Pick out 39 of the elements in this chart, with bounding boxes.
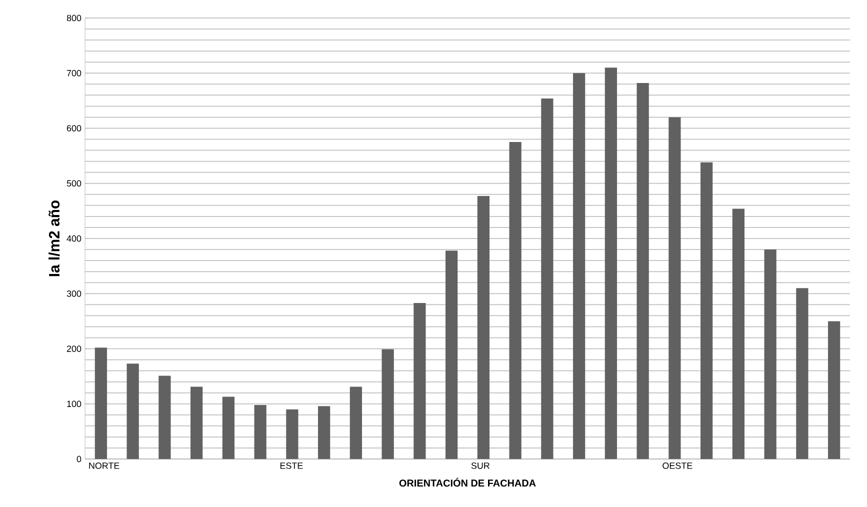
- x-tick-label: OESTE: [662, 462, 692, 469]
- bar: [732, 208, 744, 459]
- bar: [509, 142, 522, 459]
- y-tick-label: 700: [66, 70, 82, 76]
- bar: [158, 376, 171, 459]
- y-tick-label: 300: [66, 290, 82, 297]
- x-tick-label: SUR: [471, 462, 490, 469]
- bar: [350, 386, 362, 459]
- bar: [541, 98, 554, 459]
- bar: [94, 348, 107, 459]
- y-tick-label: 200: [66, 346, 82, 352]
- bar: [254, 404, 266, 459]
- bar: [126, 364, 139, 459]
- x-tick-label: ESTE: [280, 462, 303, 469]
- x-tick-label: NORTE: [89, 462, 120, 469]
- y-tick-label: 100: [67, 400, 82, 408]
- y-axis-title: Ia l/m2 año: [48, 200, 60, 276]
- y-tick-label: 600: [66, 125, 82, 132]
- bar: [668, 117, 681, 459]
- bar: [764, 250, 776, 459]
- bar: [477, 196, 490, 459]
- bar: [190, 386, 203, 459]
- y-tick-label: 800: [66, 14, 82, 22]
- bar: [222, 396, 234, 459]
- bar: [700, 162, 713, 459]
- bar: [446, 250, 458, 459]
- bar: [414, 302, 426, 459]
- y-tick-label: 0: [76, 456, 82, 462]
- bar: [636, 83, 649, 459]
- bar: [796, 288, 808, 459]
- bar: [286, 409, 298, 459]
- bar: [828, 321, 840, 459]
- bar: [382, 349, 394, 459]
- bar: [604, 68, 617, 459]
- y-tick-label: 400: [66, 235, 82, 242]
- bar: [573, 73, 586, 459]
- y-tick-label: 500: [66, 180, 82, 187]
- bar: [318, 406, 330, 459]
- x-axis-title: ORIENTACIÓN DE FACHADA: [399, 478, 536, 487]
